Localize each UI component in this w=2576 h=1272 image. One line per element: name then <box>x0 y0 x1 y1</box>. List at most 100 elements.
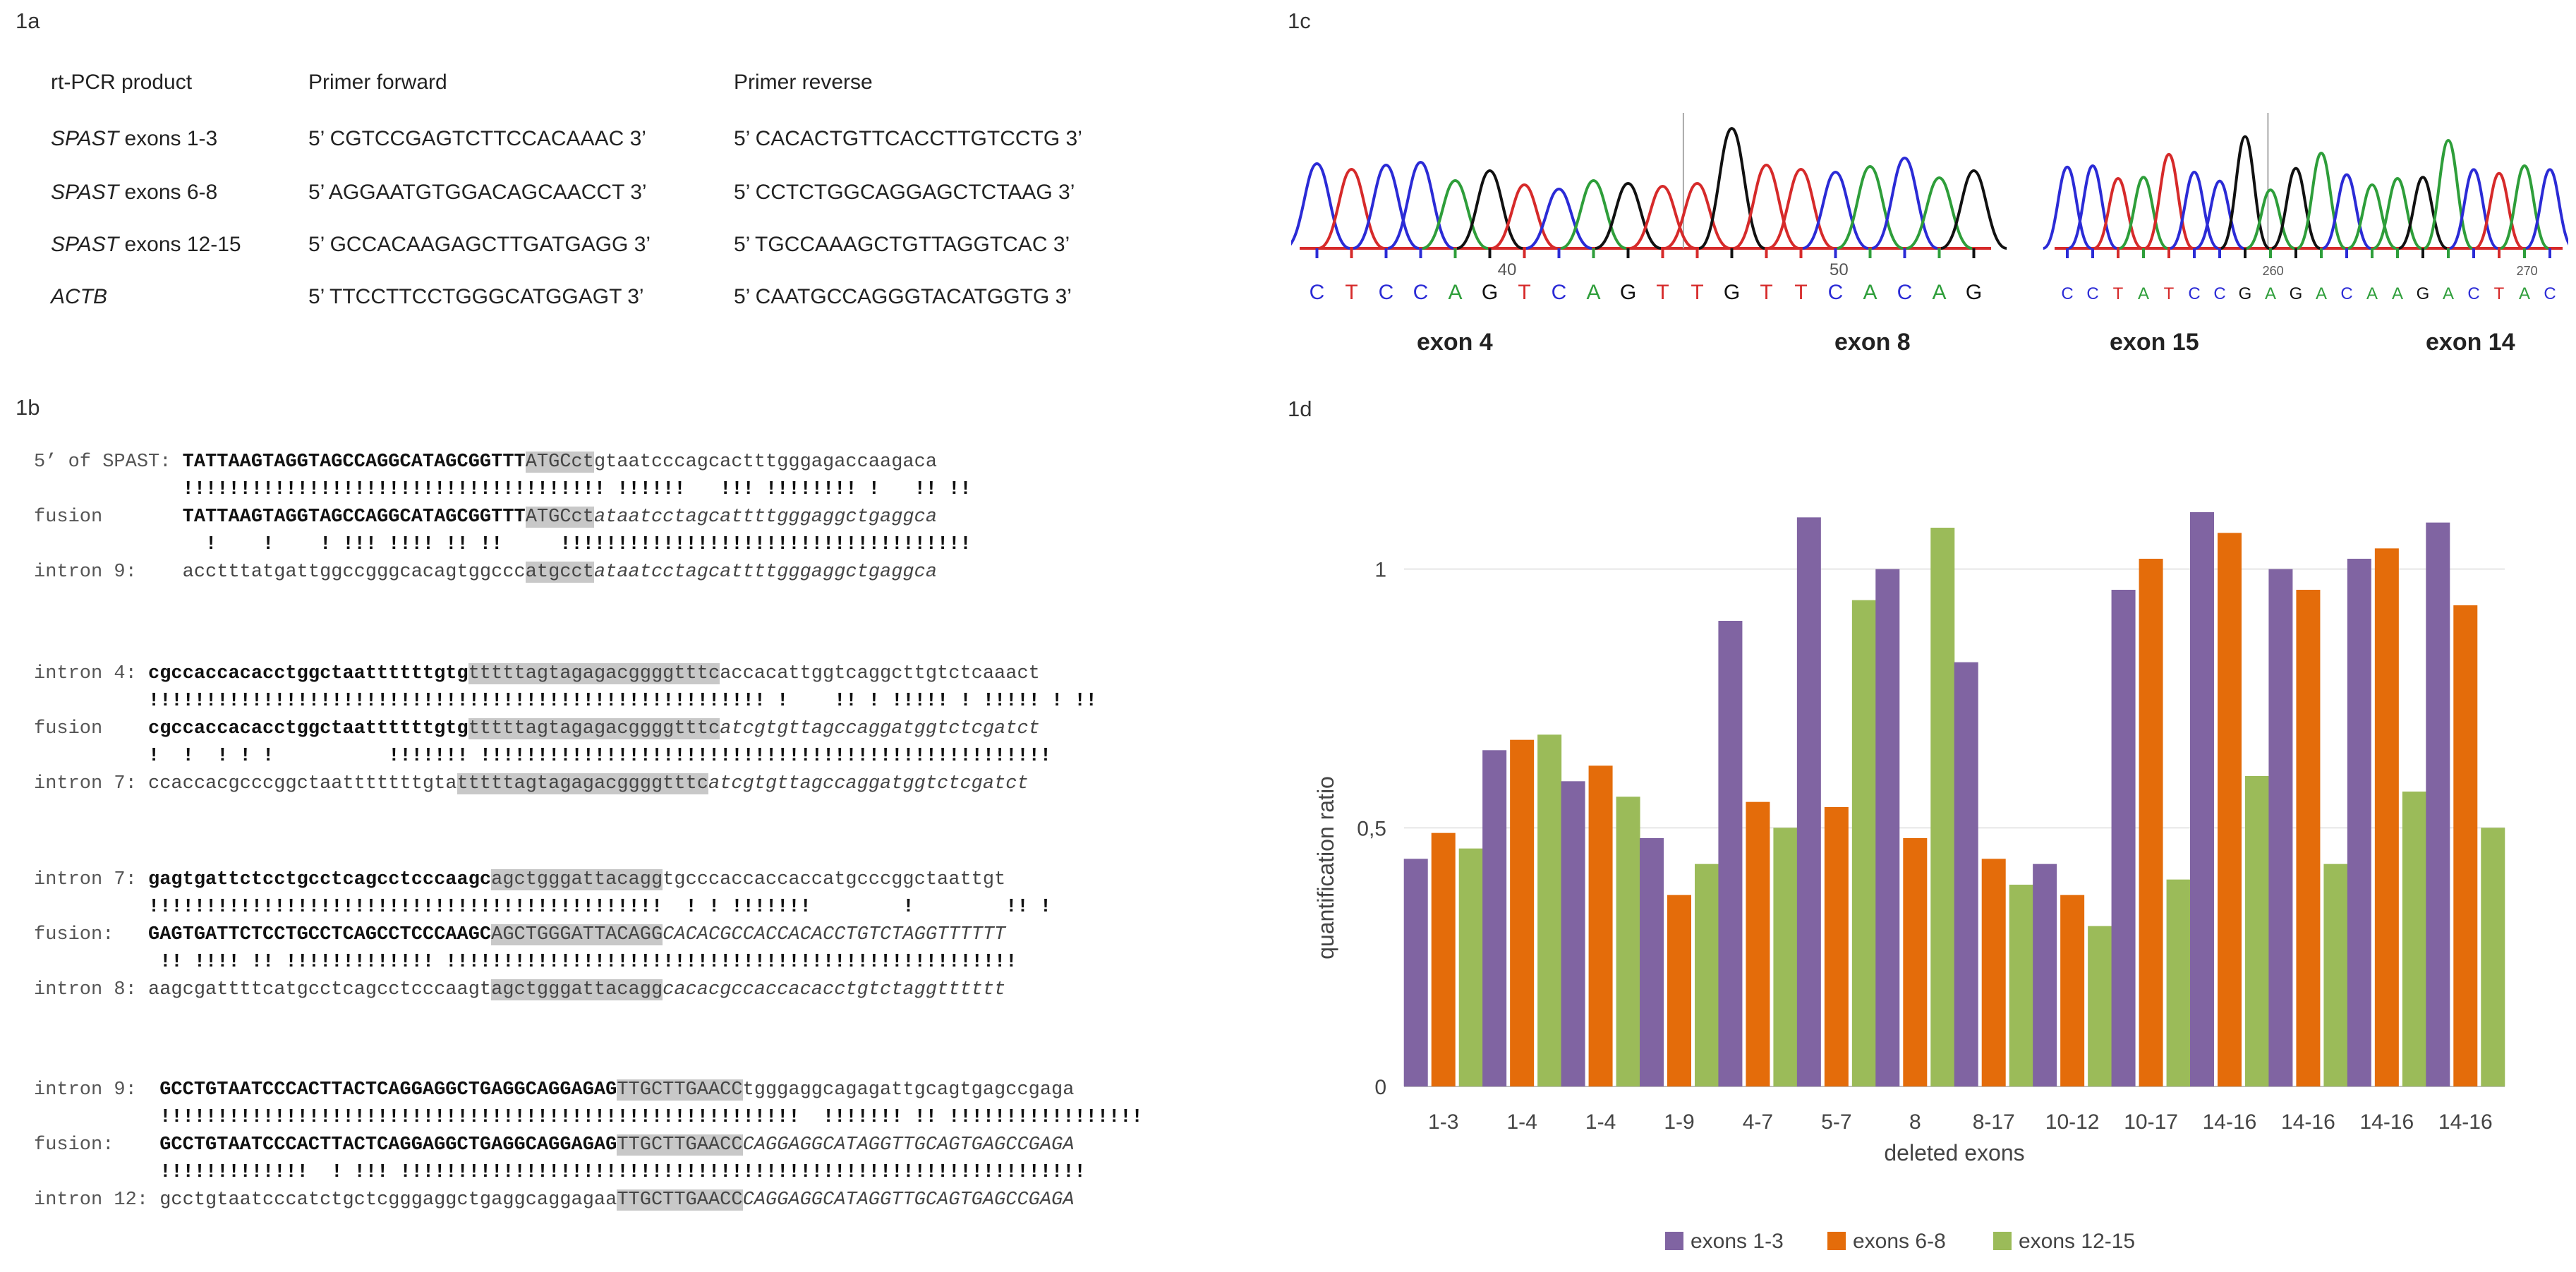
alignment-sequence-line: intron 7: ccaccacgcccggctaatttttttgtattt… <box>34 773 1029 794</box>
base-call-T: T <box>1691 281 1703 304</box>
peak-A <box>2499 164 2550 250</box>
peak-C <box>1353 163 1420 250</box>
y-tick-label: 0,5 <box>1357 817 1386 840</box>
position-tick: 270 <box>2517 264 2538 278</box>
alignment-sequence-line: intron 12: gcctgtaatcccatctgctcgggaggctg… <box>34 1189 1074 1211</box>
gene-name: SPAST <box>51 127 119 150</box>
bar-exons-12-15 <box>2088 926 2112 1086</box>
sequence-tail: ataatcctagcattttgggaggctgaggca <box>593 562 938 583</box>
bar-exons-6-8 <box>1824 807 1849 1086</box>
microhomology-highlight: agctgggattacagg <box>491 979 663 1000</box>
peak-T <box>2143 152 2194 250</box>
panel-label-1b: 1b <box>16 395 40 420</box>
exon-label-14: exon 14 <box>2426 329 2515 356</box>
base-call-A: A <box>1586 281 1600 304</box>
peak-T <box>1491 183 1558 250</box>
alignment-sequence-line: fusion: GCCTGTAATCCCACTTACTCAGGAGGCTGAGG… <box>34 1134 1074 1156</box>
x-tick-label: 14-16 <box>2281 1110 2335 1134</box>
microhomology-highlight: ATGCct <box>525 452 594 473</box>
bar-exons-12-15 <box>1458 848 1483 1086</box>
sequence-bold: cgccaccacacctggctaattttttgtg <box>148 663 468 684</box>
bar-exons-1-3 <box>2033 864 2057 1086</box>
alignment-sequence-line: fusion cgccaccacacctggctaattttttgtgttttt… <box>34 718 1040 739</box>
chromatogram-exon4-exon8: C T C C A G T C A G T T G T T C A C A G40 50 <box>1291 113 2007 304</box>
microhomology-highlight: TTGCTTGAACC <box>617 1134 743 1156</box>
peak-T <box>1629 184 1696 250</box>
base-call-A: A <box>2138 284 2149 303</box>
bar-exons-6-8 <box>2296 590 2321 1086</box>
base-call-A: A <box>1448 281 1462 304</box>
base-call-G: G <box>1724 281 1740 304</box>
peak-C <box>2169 170 2220 250</box>
sequence-tail: CACACGCCACCACACCTGTCTAGGTTTTTT <box>663 924 1006 945</box>
base-call-C: C <box>2213 284 2225 303</box>
bar-exons-1-3 <box>1796 517 1821 1086</box>
legend-swatch <box>1665 1232 1683 1250</box>
panel-label-1c: 1c <box>1288 8 1311 33</box>
panel-label-1d: 1d <box>1288 396 1312 421</box>
exon-label-4: exon 4 <box>1417 329 1493 356</box>
microhomology-highlight: TTGCTTGAACC <box>617 1079 743 1101</box>
peak-G <box>2270 166 2321 250</box>
peak-G <box>2398 176 2448 250</box>
peak-T <box>1767 167 1834 250</box>
sequence-tail: atcgtgttagccaggatggtctcgatct <box>720 718 1040 739</box>
bar-exons-1-3 <box>2426 522 2450 1086</box>
bar-exons-6-8 <box>2218 533 2242 1086</box>
bar-exons-1-3 <box>1482 750 1507 1086</box>
microhomology-highlight: agctgggattacagg <box>491 869 663 890</box>
table-row: SPAST exons 12-15 <box>51 233 241 257</box>
x-tick-label: 14-16 <box>2203 1110 2257 1134</box>
base-call-G: G <box>2239 284 2252 303</box>
legend-label: exons 6-8 <box>1853 1230 1946 1253</box>
table-header-reverse: Primer reverse <box>734 71 873 94</box>
chromatogram-panel: C T C C A G T C A G T T G T T C A C A G40 50C C T A T C C G A G A C A A G A… <box>1291 113 2568 304</box>
sequence-tail: accacattggtcaggcttgtctcaaact <box>720 663 1040 684</box>
bar-exons-12-15 <box>2402 792 2426 1086</box>
sequence-name: intron 12: <box>34 1189 160 1211</box>
base-call-G: G <box>2290 284 2303 303</box>
peak-A <box>1422 178 1489 250</box>
peak-T <box>1318 167 1385 250</box>
x-tick-label: 8 <box>1909 1110 1921 1134</box>
peak-G <box>1698 126 1765 250</box>
peak-A <box>2119 176 2168 250</box>
peak-C <box>2322 173 2371 250</box>
bar-exons-1-3 <box>1403 859 1428 1086</box>
base-call-T: T <box>2113 284 2124 303</box>
bar-exons-1-3 <box>1718 621 1743 1086</box>
x-axis-label: deleted exons <box>1884 1140 2024 1165</box>
bar-exons-12-15 <box>1851 600 1876 1086</box>
bar-exons-6-8 <box>2453 605 2478 1086</box>
sequence-name: intron 8: <box>34 979 149 1000</box>
x-tick-label: 14-16 <box>2438 1110 2493 1134</box>
bar-exons-12-15 <box>1616 796 1640 1086</box>
primer-forward: 5’ TTCCTTCCTGGGCATGGAGT 3’ <box>308 285 644 308</box>
alignment-sequence-line: intron 8: aagcgattttcatgcctcagcctcccaagt… <box>34 979 1005 1000</box>
sequence-name: intron 7: <box>34 773 149 794</box>
x-tick-label: 10-12 <box>2045 1110 2100 1134</box>
peak-T <box>2474 171 2524 250</box>
exon-label-15: exon 15 <box>2110 329 2199 356</box>
x-tick-label: 10-17 <box>2124 1110 2178 1134</box>
primer-reverse: 5’ CCTCTGGCAGGAGCTCTAAG 3’ <box>734 181 1075 204</box>
sequence-bold: TATTAAGTAGGTAGCCAGGCATAGCGGTTT <box>182 507 526 528</box>
x-tick-label: 14-16 <box>2359 1110 2414 1134</box>
primer-forward: 5’ AGGAATGTGGACAGCAACCT 3’ <box>308 181 647 204</box>
bar-exons-1-3 <box>2111 590 2136 1086</box>
table-row: ACTB <box>51 285 107 309</box>
bar-exons-1-3 <box>1875 569 1900 1086</box>
bar-exons-12-15 <box>1695 864 1719 1086</box>
bar-exons-12-15 <box>2323 864 2348 1086</box>
base-call-C: C <box>1379 281 1394 304</box>
alignment-sequence-line: fusion TATTAAGTAGGTAGCCAGGCATAGCGGTTTATG… <box>34 507 937 528</box>
base-call-C: C <box>1897 281 1913 304</box>
alignment-match-line: !!!!!!!!!!!!!!!!!!!!!!!!!!!!!!!!!!!!!!!!… <box>34 691 1097 712</box>
base-call-C: C <box>2544 284 2556 303</box>
microhomology-highlight: ATGCct <box>525 507 594 528</box>
bar-exons-1-3 <box>1561 781 1585 1086</box>
base-call-T: T <box>1760 281 1772 304</box>
peak-C <box>1387 160 1454 250</box>
alignment-sequence-line: fusion: GAGTGATTCTCCTGCCTCAGCCTCCCAAGCAG… <box>34 924 1005 945</box>
bar-exons-6-8 <box>1667 895 1691 1086</box>
